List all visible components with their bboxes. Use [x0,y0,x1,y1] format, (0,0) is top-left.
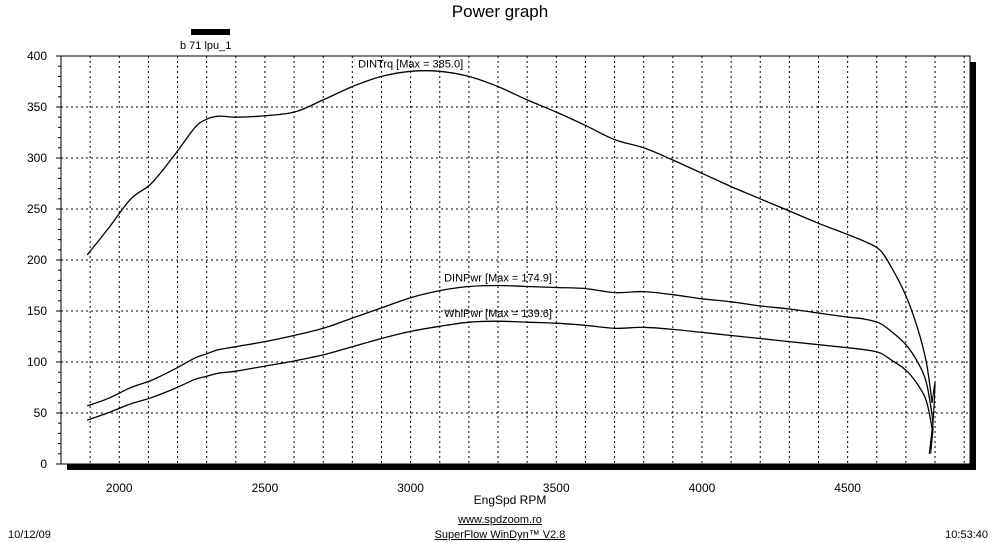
y-tick-label: 0 [40,457,47,471]
grid-lines [61,55,970,464]
y-tick-label: 50 [34,406,48,420]
x-tick-label: 2500 [252,481,279,495]
x-tick-label: 3000 [397,481,424,495]
x-tick-label: 4000 [689,481,716,495]
y-tick-label: 250 [27,202,47,216]
y-tick-label: 300 [27,151,47,165]
x-tick-label: 2000 [106,481,133,495]
chart-title: Power graph [451,2,549,21]
series-line-dintrq [86,70,933,403]
x-axis-label: EngSpd RPM [474,493,547,507]
footer-software: SuperFlow WinDyn™ V2.8 [434,529,566,541]
x-tick-label: 3500 [543,481,570,495]
footer-url-link[interactable]: www.spdzoom.ro [458,514,542,526]
legend-label: b 71 lpu_1 [180,40,232,52]
rundown-line-whlpwr [928,428,933,454]
y-tick-label: 350 [27,100,47,114]
legend-swatch [191,29,230,35]
footer-time: 10:53:40 [945,529,988,541]
annotation-whlpwr: WhlPwr [Max = 139.6] [444,308,552,320]
y-tick-label: 400 [27,49,47,63]
axis-ticks: 0 50 100 150 200 250 300 350 400 2000 2500 3000 3500… [27,49,861,495]
y-tick-label: 200 [27,253,47,267]
series-annotations: DINTrq [Max = 385.0] DINPwr [Max = 174.9]… [358,58,552,320]
series-line-dinpwr [86,284,933,416]
annotation-dinpwr: DINPwr [Max = 174.9] [444,273,552,285]
plot-frame [60,55,976,470]
series-line-whlpwr [86,320,933,429]
annotation-dintrq: DINTrq [Max = 385.0] [358,58,463,70]
series-lines [86,70,936,454]
x-tick-label: 4500 [834,481,861,495]
footer-date: 10/12/09 [8,529,51,541]
y-tick-label: 100 [27,355,47,369]
rundown-line-dinpwr [930,414,934,454]
y-tick-label: 150 [27,304,47,318]
